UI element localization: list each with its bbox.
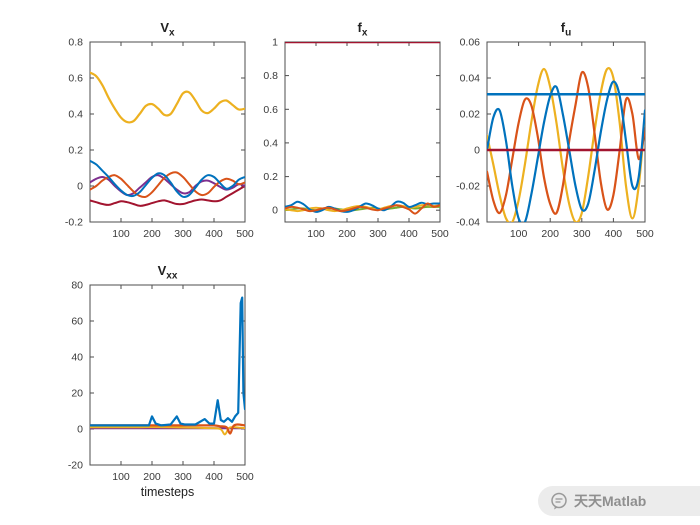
y-tick-label: 0.04: [460, 73, 481, 85]
y-tick-label: -0.04: [456, 217, 480, 229]
chart-vxx: Vxx 100 200 300 400 500 -20 0 20 40 60 80 timestep…: [45, 259, 257, 525]
title-main: V: [160, 20, 170, 35]
plot-area-fu: 100 200 300 400 500 -0.04 -0.02 0 0.02 0.04 0.06: [442, 16, 657, 263]
x-tick-label: 400: [205, 471, 223, 483]
title-main: f: [357, 20, 362, 35]
x-tick-label: 100: [307, 228, 325, 240]
chart-fu: fu 100 200 300 400 500 -0.04 -0.02 0 0.02 0.04 0.0…: [442, 16, 658, 258]
title-sub: xx: [166, 270, 178, 282]
y-tick-label: -0.2: [65, 217, 83, 229]
y-tick-label: 20: [71, 388, 83, 400]
series-purple: [90, 174, 245, 197]
chart-vxx-title: Vxx: [90, 263, 245, 282]
y-tick-label: -0.02: [456, 181, 480, 193]
y-tick-label: 0.8: [68, 37, 83, 49]
y-tick-label: 40: [71, 352, 83, 364]
plot-svg: 100 200 300 400 500 -20 0 20 40 60 80: [68, 280, 254, 484]
x-tick-label: 500: [236, 228, 254, 240]
series-dark-red: [90, 185, 245, 207]
title-main: V: [157, 263, 167, 278]
chart-fx: fx 100 200 300 400 500 0 0.2 0.4 0.6 0.8 1: [240, 16, 452, 258]
y-tick-label: 0.8: [263, 70, 278, 82]
x-tick-label: 400: [205, 228, 223, 240]
y-tick-label: 60: [71, 316, 83, 328]
y-tick-label: 0: [77, 424, 83, 436]
y-tick-label: 0.4: [68, 109, 83, 121]
series-blue: [90, 159, 245, 198]
x-tick-label: 300: [369, 228, 387, 240]
x-tick-label: 300: [174, 471, 192, 483]
title-sub: x: [169, 27, 175, 39]
series-yellow: [90, 71, 245, 124]
plot-area-vx: 100 200 300 400 500 -0.2 0 0.2 0.4 0.6 0.8: [45, 16, 257, 263]
title-sub: u: [565, 27, 572, 39]
plot-svg: 100 200 300 400 500 -0.04 -0.02 0 0.02 0.04 0.06: [456, 37, 654, 241]
y-tick-label: 0: [474, 145, 480, 157]
y-tick-label: 0: [272, 205, 278, 217]
y-tick-label: 0.6: [68, 73, 83, 85]
y-tick-label: 0.2: [263, 171, 278, 183]
axes-box: [89, 284, 246, 466]
chart-vx-title: Vx: [90, 20, 245, 39]
x-tick-label: 500: [636, 228, 654, 240]
plot-area-vxx: 100 200 300 400 500 -20 0 20 40 60 80: [45, 259, 257, 506]
series-blue: [487, 80, 645, 222]
title-sub: x: [361, 27, 368, 39]
plot-area-fx: 100 200 300 400 500 0 0.2 0.4 0.6 0.8 1: [240, 16, 452, 263]
axes-box: [89, 41, 246, 223]
watermark: 天天Matlab: [538, 486, 700, 516]
plot-svg: 100 200 300 400 500 0 0.2 0.4 0.6 0.8 1: [263, 37, 449, 241]
x-tick-label: 500: [431, 228, 449, 240]
x-tick-label: 200: [541, 228, 559, 240]
y-tick-label: 0.2: [68, 145, 83, 157]
y-tick-label: 0.02: [460, 109, 481, 121]
series-blue: [285, 200, 440, 213]
x-tick-label: 300: [573, 228, 591, 240]
x-tick-label: 200: [143, 228, 161, 240]
x-tick-label: 200: [338, 228, 356, 240]
y-tick-label: 0.6: [263, 104, 278, 116]
x-tick-label: 100: [510, 228, 528, 240]
y-tick-label: 1: [272, 37, 278, 49]
x-tick-label: 300: [174, 228, 192, 240]
x-tick-label: 400: [400, 228, 418, 240]
x-tick-label: 200: [143, 471, 161, 483]
x-tick-label: 400: [605, 228, 623, 240]
x-tick-label: 500: [236, 471, 254, 483]
title-main: f: [560, 20, 566, 35]
y-tick-label: 0.4: [263, 137, 278, 149]
chart-vx: Vx 100 200 300 400 500 -0.2 0 0.2 0.4 0.6 0.8: [45, 16, 257, 258]
chat-bubble-icon: [550, 492, 568, 510]
y-tick-label: 0.06: [460, 37, 481, 49]
chart-fu-title: fu: [487, 20, 645, 39]
plot-svg: 100 200 300 400 500 -0.2 0 0.2 0.4 0.6 0.8: [65, 37, 254, 241]
y-tick-label: 0: [77, 181, 83, 193]
y-tick-label: 80: [71, 280, 83, 292]
series-yellow: [487, 67, 645, 222]
y-tick-label: -20: [68, 460, 83, 472]
axes-box: [284, 41, 441, 223]
series-blue: [90, 296, 245, 427]
x-axis-label: timesteps: [140, 485, 195, 499]
x-tick-label: 100: [112, 228, 130, 240]
watermark-text: 天天Matlab: [574, 493, 647, 509]
series-orange: [285, 202, 440, 215]
series-orange: [487, 70, 645, 215]
chart-fx-title: fx: [285, 20, 440, 39]
x-tick-label: 100: [112, 471, 130, 483]
